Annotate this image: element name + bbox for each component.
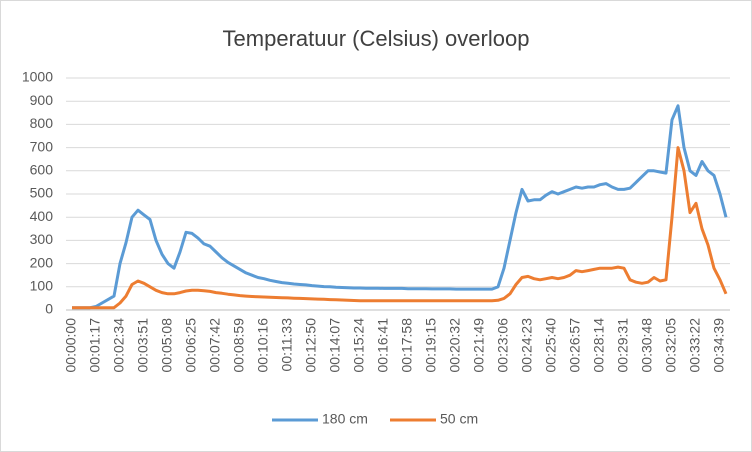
x-tick-label: 00:01:17 [87, 318, 103, 373]
x-tick-label: 00:06:25 [183, 318, 199, 373]
x-tick-label: 00:32:05 [663, 318, 679, 373]
x-tick-label: 00:24:23 [519, 318, 535, 373]
y-tick-label: 400 [30, 208, 54, 224]
x-tick-label: 00:16:41 [375, 318, 391, 373]
legend-label: 50 cm [440, 411, 478, 427]
x-tick-label: 00:03:51 [135, 318, 151, 373]
y-tick-label: 0 [45, 301, 53, 317]
legend-label: 180 cm [322, 411, 368, 427]
x-tick-label: 00:05:08 [159, 318, 175, 373]
x-tick-label: 00:00:00 [63, 318, 79, 373]
x-tick-label: 00:21:49 [471, 318, 487, 373]
x-tick-label: 00:14:07 [327, 318, 343, 373]
x-tick-label: 00:17:58 [399, 318, 415, 373]
x-tick-label: 00:29:31 [615, 318, 631, 373]
x-tick-label: 00:25:40 [543, 318, 559, 373]
x-tick-label: 00:12:50 [303, 318, 319, 373]
series-line [72, 146, 728, 310]
x-tick-label: 00:02:34 [111, 318, 127, 373]
y-tick-label: 800 [30, 115, 54, 131]
y-tick-label: 300 [30, 231, 54, 247]
series-line [72, 104, 728, 310]
x-tick-label: 00:19:15 [423, 318, 439, 373]
y-tick-label: 1000 [22, 69, 53, 85]
x-tick-label: 00:30:48 [639, 318, 655, 373]
x-tick-label: 00:11:33 [279, 318, 295, 372]
y-tick-label: 700 [30, 138, 54, 154]
y-tick-label: 100 [30, 278, 54, 294]
x-tick-label: 00:08:59 [231, 318, 247, 373]
x-tick-label: 00:10:16 [255, 318, 271, 373]
chart-title: Temperatuur (Celsius) overloop [223, 26, 530, 51]
y-tick-label: 900 [30, 92, 54, 108]
y-tick-label: 500 [30, 185, 54, 201]
x-tick-label: 00:34:39 [711, 318, 727, 373]
x-tick-label: 00:33:22 [687, 318, 703, 373]
x-tick-label: 00:15:24 [351, 318, 367, 373]
x-tick-label: 00:07:42 [207, 318, 223, 373]
x-tick-label: 00:23:06 [495, 318, 511, 373]
x-tick-label: 00:20:32 [447, 318, 463, 373]
x-tick-label: 00:26:57 [567, 318, 583, 373]
y-tick-label: 200 [30, 254, 54, 270]
y-tick-label: 600 [30, 162, 54, 178]
x-tick-label: 00:28:14 [591, 318, 607, 373]
